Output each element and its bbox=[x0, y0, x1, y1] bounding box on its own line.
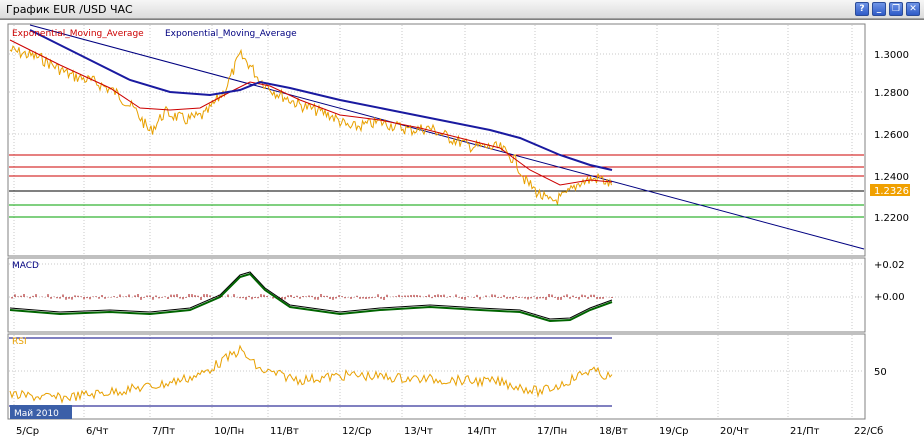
ema-slow-line bbox=[29, 29, 613, 171]
time-label: 13/Чт bbox=[404, 426, 433, 437]
rsi-tick: 50 bbox=[874, 367, 887, 378]
legend-ema-slow: Exponential_Moving_Average bbox=[165, 29, 297, 39]
price-tick: 1.2800 bbox=[874, 88, 909, 99]
month-badge-label: Май 2010 bbox=[14, 409, 59, 419]
help-icon[interactable]: ? bbox=[855, 2, 869, 16]
minimize-icon[interactable]: _ bbox=[872, 2, 886, 16]
time-axis: 5/Ср 6/Чт 7/Пт 10/Пн 11/Вт 12/Ср 13/Чт 14/Пт 17/… bbox=[16, 426, 883, 437]
close-icon[interactable]: ✕ bbox=[906, 2, 920, 16]
time-label: 7/Пт bbox=[152, 426, 175, 437]
price-tick: 1.3000 bbox=[874, 50, 909, 61]
time-label: 12/Ср bbox=[342, 426, 371, 437]
time-label: 14/Пт bbox=[467, 426, 497, 437]
window-title: График EUR /USD ЧАС bbox=[6, 3, 133, 16]
restore-icon[interactable]: ❐ bbox=[889, 2, 903, 16]
time-label: 22/Сб bbox=[854, 426, 883, 437]
price-tick: 1.2200 bbox=[874, 213, 909, 224]
time-label: 21/Пт bbox=[790, 426, 820, 437]
window-titlebar: График EUR /USD ЧАС ? _ ❐ ✕ bbox=[0, 0, 924, 19]
macd-label: MACD bbox=[12, 261, 39, 271]
macd-signal-line bbox=[9, 271, 613, 320]
current-price-label: 1.2326 bbox=[874, 186, 909, 197]
rsi-panel[interactable] bbox=[7, 333, 866, 420]
price-axis: 1.3000 1.2800 1.2600 1.2400 1.2200 1.232… bbox=[870, 50, 910, 224]
chart-frame[interactable]: Exponential_Moving_Average Exponential_M… bbox=[0, 19, 924, 443]
support-resistance-lines bbox=[9, 154, 864, 407]
time-label: 19/Ср bbox=[659, 426, 688, 437]
macd-panel[interactable] bbox=[7, 257, 866, 333]
macd-tick: +0.02 bbox=[874, 260, 905, 271]
rsi-series bbox=[9, 344, 613, 404]
macd-line bbox=[9, 272, 613, 323]
price-series bbox=[9, 45, 612, 205]
price-tick: 1.2400 bbox=[874, 172, 909, 183]
time-label: 17/Пн bbox=[537, 426, 567, 437]
time-label: 6/Чт bbox=[86, 426, 109, 437]
ema-series bbox=[9, 29, 613, 186]
time-label: 10/Пн bbox=[214, 426, 244, 437]
trend-line bbox=[29, 24, 865, 250]
macd-tick: +0.00 bbox=[874, 292, 905, 303]
time-label: 18/Вт bbox=[599, 426, 628, 437]
month-badge bbox=[10, 405, 72, 419]
rsi-label: RSI bbox=[12, 337, 27, 347]
ema-fast-line bbox=[9, 39, 613, 186]
time-label: 5/Ср bbox=[16, 426, 39, 437]
time-label: 20/Чт bbox=[720, 426, 749, 437]
chart-canvas[interactable]: Exponential_Moving_Average Exponential_M… bbox=[0, 20, 924, 443]
vertical-gridlines bbox=[13, 25, 853, 418]
price-panel[interactable] bbox=[7, 23, 866, 257]
macd-series bbox=[9, 271, 613, 323]
rsi-line bbox=[9, 344, 613, 404]
trend-line-group bbox=[29, 24, 865, 250]
legend-ema-fast: Exponential_Moving_Average bbox=[12, 29, 144, 39]
time-label: 11/Вт bbox=[270, 426, 299, 437]
current-price-marker bbox=[870, 184, 910, 196]
price-line bbox=[9, 45, 612, 205]
window-controls: ? _ ❐ ✕ bbox=[855, 2, 920, 16]
price-tick: 1.2600 bbox=[874, 130, 909, 141]
